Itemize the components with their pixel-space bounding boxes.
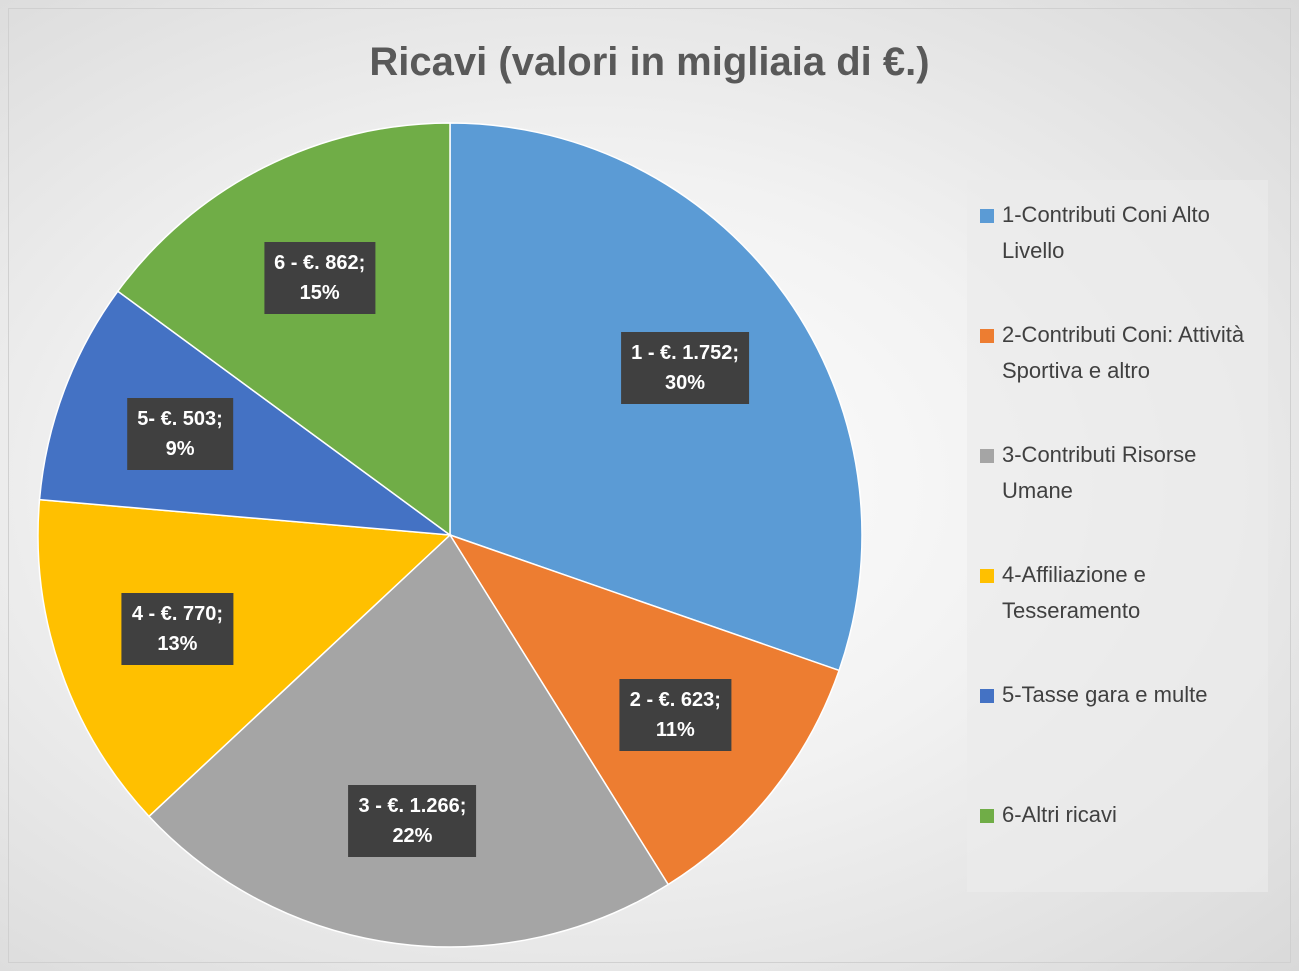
legend-swatch	[980, 329, 994, 343]
legend-label: 5-Tasse gara e multe	[1002, 682, 1208, 707]
legend-label: 4-Affiliazione e Tesseramento	[1002, 562, 1146, 623]
value-label: 2 - €. 623;	[629, 688, 721, 711]
legend-label: 1-Contributi Coni Alto Livello	[1002, 202, 1210, 263]
percentage-label: 11%	[655, 718, 695, 741]
legend-entry: 6-Altri ricavi	[980, 797, 1265, 833]
percentage-label: 9%	[165, 437, 195, 460]
pie-slice	[38, 290, 453, 536]
data-label: 3 - €. 1.266; 22%	[348, 784, 477, 857]
value-label: 4 - €. 770;	[131, 603, 224, 626]
value-label: 6 - €. 862;	[274, 251, 366, 274]
data-label: 5- €. 503; 9%	[127, 397, 233, 470]
chart-frame	[8, 8, 1291, 963]
value-label: 3 - €. 1.266;	[358, 794, 467, 817]
legend-swatch	[980, 209, 994, 223]
pie-slice	[116, 122, 451, 537]
percentage-label: 13%	[157, 633, 198, 656]
legend-swatch	[980, 569, 994, 583]
legend-label: 2-Contributi Coni: Attività Sportiva e a…	[1002, 322, 1245, 383]
legend-entry: 1-Contributi Coni Alto Livello	[980, 197, 1265, 269]
value-label: 1 - €. 1.752;	[631, 341, 739, 364]
data-label: 4 - €. 770; 13%	[121, 593, 234, 666]
legend-entry: 3-Contributi Risorse Umane	[980, 437, 1265, 509]
percentage-label: 30%	[665, 371, 706, 394]
pie-slice	[147, 533, 670, 948]
percentage-label: 15%	[299, 281, 340, 304]
legend-swatch	[980, 809, 994, 823]
data-label: 6 - €. 862; 15%	[264, 241, 376, 314]
legend-swatch	[980, 449, 994, 463]
data-label: 2 - €. 623; 11%	[619, 678, 731, 751]
legend-entry: 4-Affiliazione e Tesseramento	[980, 557, 1265, 629]
value-label: 5- €. 503;	[137, 407, 223, 430]
legend-label: 3-Contributi Risorse Umane	[1002, 442, 1197, 503]
chart-title: Ricavi (valori in migliaia di €.)	[369, 40, 930, 84]
data-label: 1 - €. 1.752; 30%	[621, 331, 749, 404]
legend-label: 6-Altri ricavi	[1002, 802, 1117, 827]
legend-entry: 2-Contributi Coni: Attività Sportiva e a…	[980, 317, 1265, 389]
legend: 1-Contributi Coni Alto Livello 2-Contribu…	[967, 180, 1268, 892]
legend-entry: 5-Tasse gara e multe	[980, 677, 1265, 713]
pie-slice	[37, 498, 452, 818]
legend-swatch	[980, 689, 994, 703]
percentage-label: 22%	[392, 824, 433, 847]
